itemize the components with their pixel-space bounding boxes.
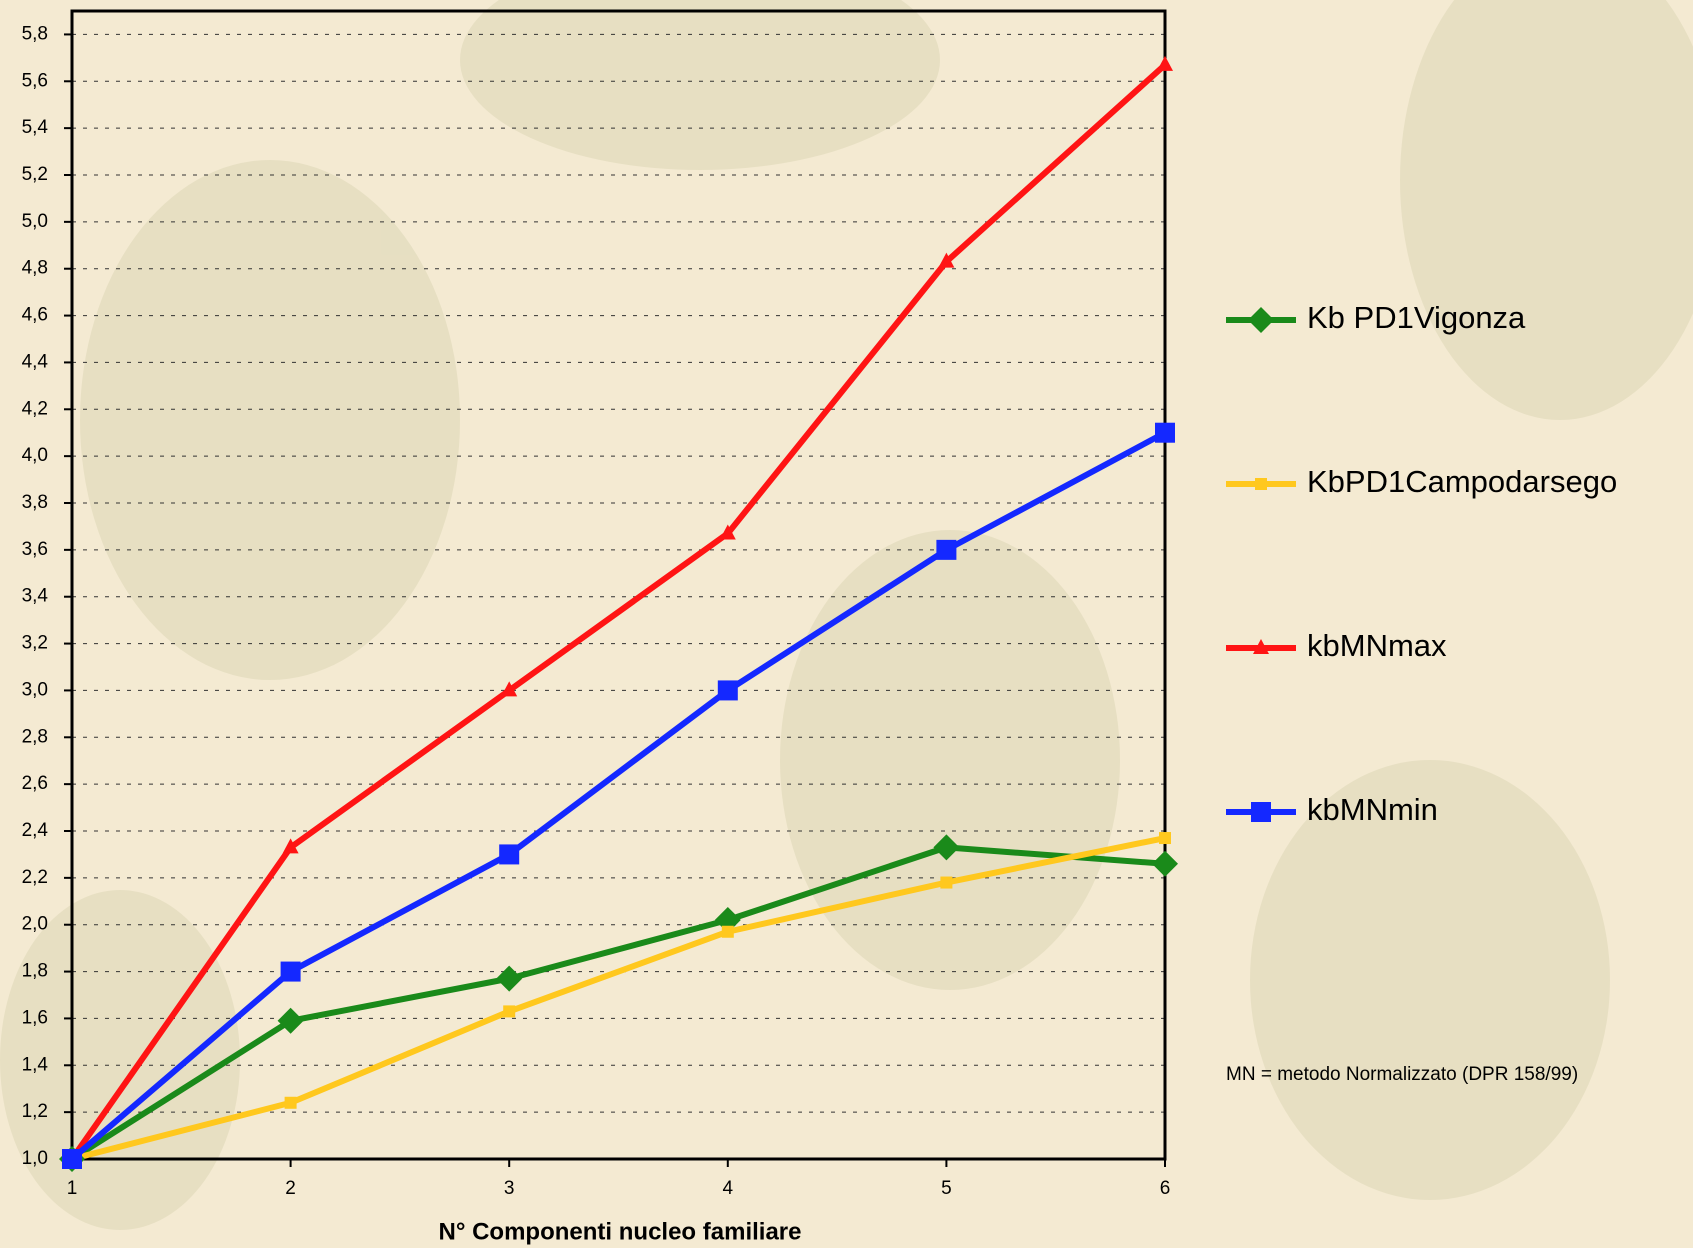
point xyxy=(281,962,301,982)
y-tick-label: 4,4 xyxy=(22,351,49,372)
y-tick-label: 1,0 xyxy=(22,1148,48,1169)
y-tick-label: 1,6 xyxy=(22,1007,48,1028)
y-tick-label: 1,2 xyxy=(22,1101,48,1122)
note: MN = metodo Normalizzato (DPR 158/99) xyxy=(1226,1064,1578,1085)
point xyxy=(285,1097,297,1109)
y-tick-label: 2,4 xyxy=(22,820,49,841)
point xyxy=(1157,56,1173,71)
y-tick-label: 1,4 xyxy=(22,1054,49,1075)
x-tick-label: 4 xyxy=(723,1178,734,1199)
y-tick-label: 3,6 xyxy=(22,539,48,560)
point xyxy=(62,1149,82,1169)
y-tick-label: 3,2 xyxy=(22,633,48,654)
legend-marker xyxy=(1255,478,1267,490)
point xyxy=(1155,423,1175,443)
y-tick-label: 5,0 xyxy=(22,211,48,232)
x-axis-label: N° Componenti nucleo familiare xyxy=(439,1218,802,1245)
chart: N° Componenti nucleo familiare MN = meto… xyxy=(0,0,1693,1248)
y-tick-label: 3,0 xyxy=(22,679,48,700)
y-tick-label: 4,0 xyxy=(22,445,48,466)
y-tick-label: 3,8 xyxy=(22,492,48,513)
legend-label: kbMNmax xyxy=(1307,628,1447,663)
legend-label: Kb PD1Vigonza xyxy=(1307,300,1526,335)
legend-marker xyxy=(1248,307,1274,333)
y-tick-label: 5,6 xyxy=(22,70,48,91)
y-tick-label: 4,6 xyxy=(22,305,48,326)
y-tick-label: 5,4 xyxy=(22,117,49,138)
point xyxy=(936,540,956,560)
legend-marker xyxy=(1251,802,1271,822)
y-tick-label: 2,8 xyxy=(22,726,48,747)
x-tick-label: 1 xyxy=(67,1178,78,1199)
point xyxy=(503,1005,515,1017)
y-tick-label: 5,8 xyxy=(22,23,48,44)
y-tick-label: 2,2 xyxy=(22,867,48,888)
point xyxy=(499,844,519,864)
x-tick-label: 5 xyxy=(941,1178,952,1199)
point xyxy=(496,966,522,992)
y-tick-label: 3,4 xyxy=(22,586,49,607)
x-tick-label: 6 xyxy=(1160,1178,1171,1199)
point xyxy=(1152,851,1178,877)
point xyxy=(1159,832,1171,844)
y-tick-label: 4,8 xyxy=(22,258,48,279)
x-tick-label: 2 xyxy=(285,1178,296,1199)
x-tick-label: 3 xyxy=(504,1178,515,1199)
point xyxy=(718,680,738,700)
legend-label: KbPD1Campodarsego xyxy=(1307,464,1617,499)
y-tick-label: 2,6 xyxy=(22,773,48,794)
y-tick-label: 2,0 xyxy=(22,914,48,935)
legend-label: kbMNmin xyxy=(1307,792,1438,827)
y-tick-label: 5,2 xyxy=(22,164,48,185)
point xyxy=(722,926,734,938)
y-tick-label: 1,8 xyxy=(22,961,48,982)
point xyxy=(940,877,952,889)
y-tick-label: 4,2 xyxy=(22,398,48,419)
